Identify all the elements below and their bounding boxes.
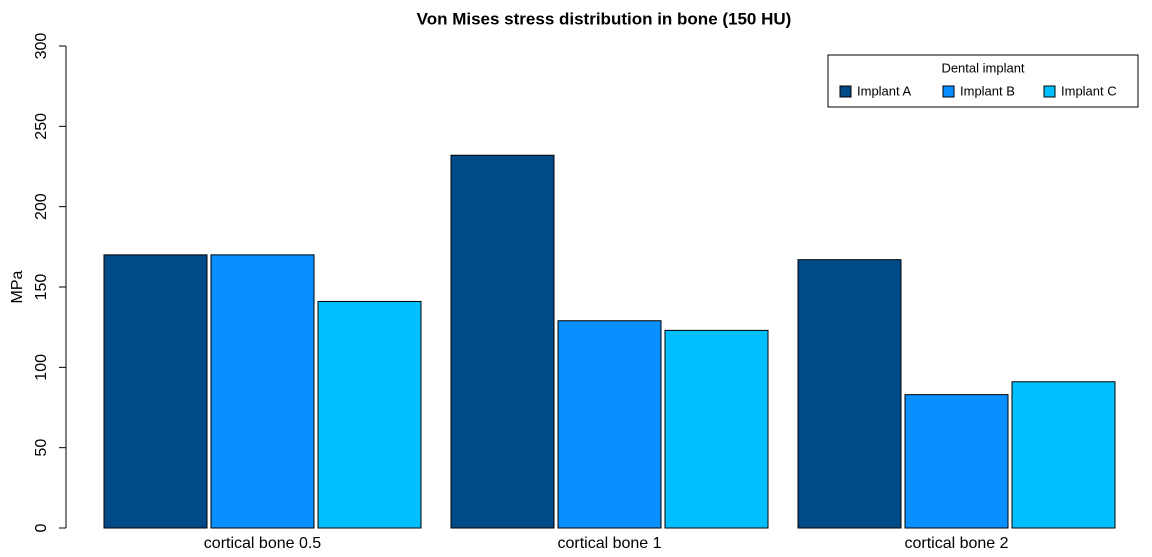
y-tick-label: 100 [33,354,50,381]
y-tick-label: 250 [33,113,50,140]
y-tick-label: 300 [33,33,50,60]
x-tick-label: cortical bone 1 [557,535,661,552]
y-tick-label: 200 [33,193,50,220]
y-tick-label: 0 [33,523,50,532]
chart-title: Von Mises stress distribution in bone (1… [417,9,792,28]
bar [1011,381,1116,529]
bar [797,259,902,529]
legend-swatch [839,85,852,98]
bar [557,320,662,529]
x-tick-label: cortical bone 2 [904,535,1008,552]
x-tick-label: cortical bone 0.5 [204,535,322,552]
bar [664,329,769,529]
legend-label: Implant A [857,83,912,98]
legend-swatch [942,85,955,98]
legend-swatch [1043,85,1056,98]
y-tick-label: 150 [33,274,50,301]
legend-label: Implant B [960,83,1015,98]
bar [904,394,1009,529]
bar [210,254,315,529]
legend-box [827,54,1139,108]
bar [317,300,422,529]
y-tick-label: 50 [33,439,50,457]
legend-label: Implant C [1061,83,1117,98]
legend-title: Dental implant [941,60,1024,75]
bar [450,154,555,529]
bar [103,254,208,529]
y-axis-label: MPa [9,270,26,303]
